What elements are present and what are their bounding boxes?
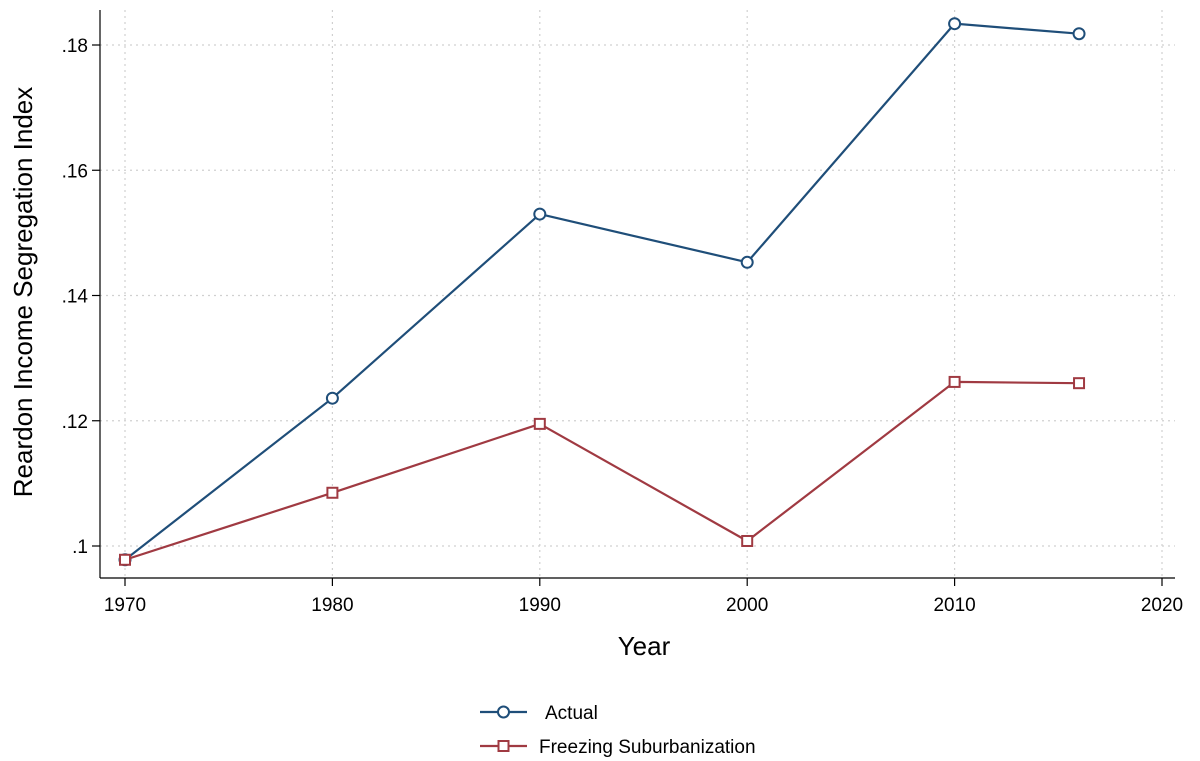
y-tick-label: .16 (62, 161, 88, 182)
series-1-point (325, 391, 339, 405)
legend-label-2: Freezing Suburbanization (539, 737, 756, 758)
series-2-point (119, 553, 131, 566)
series-2-point (533, 417, 546, 430)
x-tick-label: 2000 (726, 595, 768, 616)
series-line-1 (124, 22, 1080, 561)
y-tick-label: .18 (62, 36, 88, 57)
x-tick-label: 2020 (1141, 595, 1183, 616)
x-tick-label: 1980 (311, 595, 353, 616)
series-1-point (948, 17, 962, 31)
series-2-point (1073, 377, 1086, 390)
y-tick-label: .12 (62, 412, 88, 433)
x-axis-ticks: 1970 1980 1990 2000 2010 2020 (104, 578, 1183, 616)
grid-lines (100, 10, 1175, 578)
series-1-point (740, 255, 754, 269)
series-1-point (1072, 27, 1086, 41)
legend-marker-1 (497, 705, 510, 719)
x-tick-label: 2010 (933, 595, 975, 616)
series-2-point (741, 534, 754, 547)
series-group (118, 17, 1086, 567)
y-axis-title: Reardon Income Segregation Index (8, 87, 38, 498)
x-tick-label: 1970 (104, 595, 146, 616)
x-tick-label: 1990 (519, 595, 561, 616)
series-line-2 (124, 380, 1080, 561)
series-2-point (326, 486, 339, 499)
y-axis-ticks: .1 .12 .14 .16 .18 (62, 36, 100, 558)
legend-marker-2 (497, 740, 510, 752)
y-tick-label: .14 (62, 287, 89, 308)
series-1-point (533, 207, 547, 221)
legend-label-1: Actual (545, 703, 598, 724)
x-axis-title: Year (618, 631, 671, 661)
legend: Actual Freezing Suburbanization (480, 703, 756, 758)
series-2-point (948, 375, 961, 388)
y-tick-label: .1 (72, 537, 88, 558)
